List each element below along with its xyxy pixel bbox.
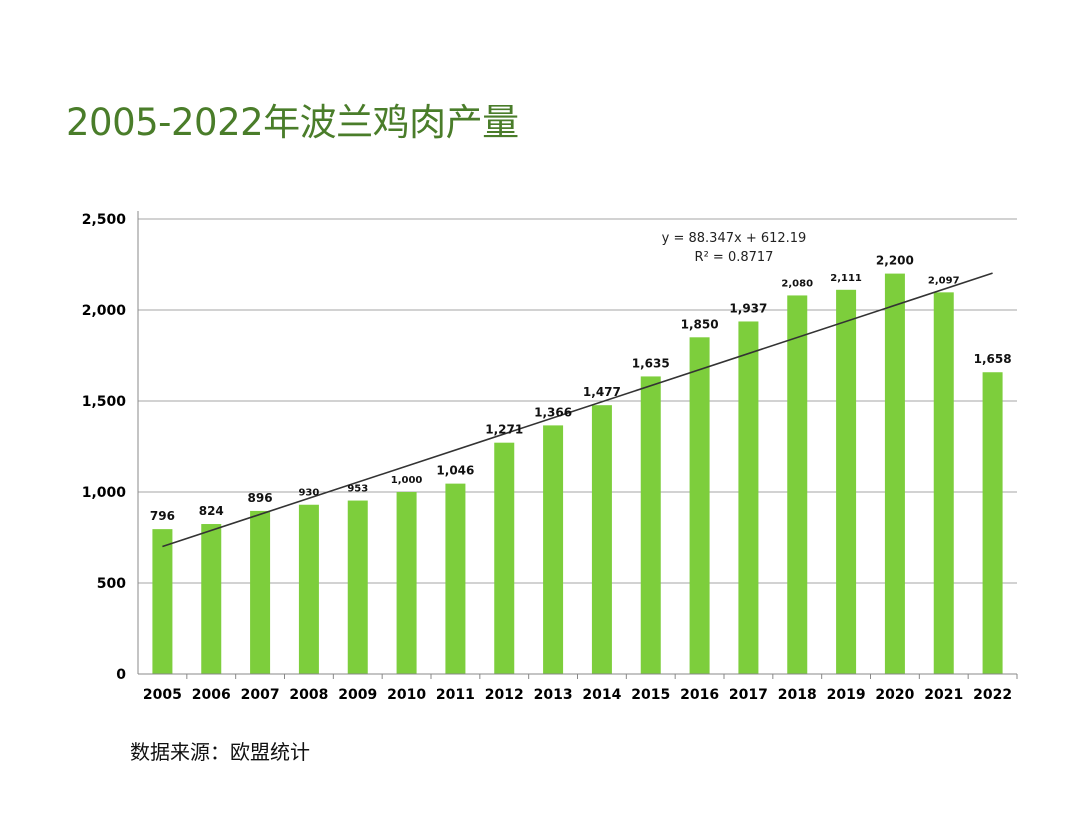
bar-2017 xyxy=(738,321,759,674)
data-label-2022: 1,658 xyxy=(974,352,1012,366)
x-tick-label-2012: 2012 xyxy=(485,687,524,703)
y-tick-label: 0 xyxy=(116,667,126,683)
bar-2011 xyxy=(445,483,466,674)
data-label-2014: 1,477 xyxy=(583,385,621,399)
data-label-2005: 796 xyxy=(150,509,175,523)
y-tick-label: 500 xyxy=(97,576,126,592)
bar-2010 xyxy=(396,492,417,674)
x-tick-label-2007: 2007 xyxy=(241,687,280,703)
data-label-2010: 1,000 xyxy=(391,475,423,486)
bar-2019 xyxy=(836,289,857,674)
bar-2005 xyxy=(152,529,173,674)
data-labels: 796 824 896 930 953 1,000 1,046 1,271 1,366 1,477… xyxy=(150,254,1012,524)
y-tick-label: 2,000 xyxy=(82,303,127,319)
data-label-2012: 1,271 xyxy=(485,423,523,437)
grid-lines xyxy=(138,218,1017,584)
bar-2018 xyxy=(787,295,808,674)
data-label-2009: 953 xyxy=(347,484,368,495)
data-label-2015: 1,635 xyxy=(632,356,670,370)
bar-2006 xyxy=(201,524,222,674)
trendline-r-squared: R² = 0.8717 xyxy=(695,250,774,265)
bar-2007 xyxy=(250,510,271,674)
x-tick-label-2021: 2021 xyxy=(924,687,963,703)
page-title: 2005-2022年波兰鸡肉产量 xyxy=(66,101,519,144)
data-label-2016: 1,850 xyxy=(681,317,719,331)
bar-2013 xyxy=(543,425,564,674)
data-label-2021: 2,097 xyxy=(928,275,960,286)
x-tick-label-2008: 2008 xyxy=(289,687,328,703)
data-label-2019: 2,111 xyxy=(830,273,862,284)
data-label-2008: 930 xyxy=(298,488,319,499)
bar-2021 xyxy=(933,292,954,674)
x-tick-label-2005: 2005 xyxy=(143,687,182,703)
data-label-2011: 1,046 xyxy=(436,464,474,478)
y-tick-label: 1,000 xyxy=(82,485,127,501)
data-label-2020: 2,200 xyxy=(876,254,914,268)
data-label-2018: 2,080 xyxy=(781,278,813,289)
trendline-line xyxy=(162,272,993,548)
source-note: 数据来源：欧盟统计 xyxy=(130,740,310,764)
data-label-2013: 1,366 xyxy=(534,405,572,419)
data-label-2017: 1,937 xyxy=(729,301,767,315)
trendline-equation: y = 88.347x + 612.19 xyxy=(662,231,807,246)
y-tick-label: 1,500 xyxy=(82,394,127,410)
bar-2022 xyxy=(982,372,1003,674)
x-tick-label-2014: 2014 xyxy=(582,687,621,703)
bars xyxy=(152,273,1003,674)
data-label-2007: 896 xyxy=(248,491,273,505)
bar-2014 xyxy=(591,405,612,674)
x-tick-label-2020: 2020 xyxy=(875,687,914,703)
bar-2020 xyxy=(884,273,905,674)
x-tick-label-2022: 2022 xyxy=(973,687,1012,703)
x-tick-label-2006: 2006 xyxy=(192,687,231,703)
x-tick-label-2011: 2011 xyxy=(436,687,475,703)
y-tick-label: 2,500 xyxy=(82,212,127,228)
x-tick-label-2016: 2016 xyxy=(680,687,719,703)
bar-2009 xyxy=(347,500,368,674)
data-label-2006: 824 xyxy=(199,504,224,518)
bar-2008 xyxy=(298,504,319,674)
x-tick-label-2013: 2013 xyxy=(534,687,573,703)
x-tick-label-2015: 2015 xyxy=(631,687,670,703)
trendline xyxy=(162,272,993,548)
x-tick-label-2010: 2010 xyxy=(387,687,426,703)
x-tick-label-2017: 2017 xyxy=(729,687,768,703)
axes: 0 500 1,000 1,500 2,000 2,500 2005 2006 2007 2008… xyxy=(82,211,1018,703)
bar-2012 xyxy=(494,442,515,674)
x-tick-label-2009: 2009 xyxy=(338,687,377,703)
bar-2015 xyxy=(640,376,661,674)
x-tick-label-2018: 2018 xyxy=(778,687,817,703)
x-tick-label-2019: 2019 xyxy=(827,687,866,703)
bar-2016 xyxy=(689,337,710,674)
